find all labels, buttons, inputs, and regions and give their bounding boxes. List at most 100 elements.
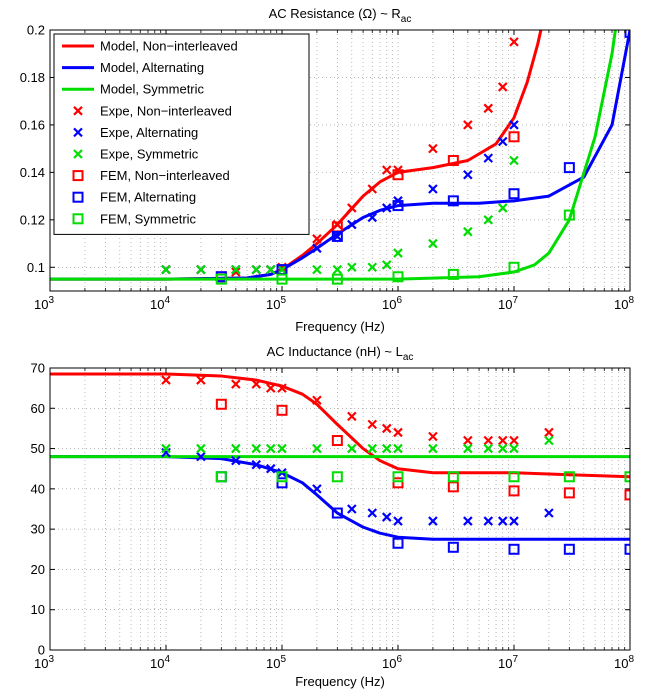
x-marker-green <box>509 443 519 454</box>
square-marker-green <box>331 273 343 285</box>
x-tick-label: 107 <box>498 295 518 312</box>
legend-label: FEM, Symmetric <box>100 211 197 226</box>
square-marker-green <box>276 273 288 285</box>
x-marker-red <box>381 423 392 434</box>
x-marker-blue <box>367 212 378 223</box>
x-marker-red <box>251 379 262 389</box>
legend: Model, Non−interleaved Model, Alternating… <box>53 33 310 235</box>
resistance-chart: 103 104 105 106 107 1080.10.120.140.160.180.2… <box>20 6 635 334</box>
square-marker-red <box>331 435 343 447</box>
square-marker-blue <box>508 188 520 200</box>
x-marker-green <box>231 443 241 454</box>
x-marker-red <box>347 203 357 213</box>
x-marker-red <box>544 427 554 438</box>
square-marker-red <box>276 404 288 416</box>
x-marker-blue <box>347 504 357 514</box>
x-marker-red <box>312 234 322 244</box>
x-marker-red <box>347 411 357 422</box>
legend-swatch-square <box>72 170 84 182</box>
x-tick-label: 108 <box>614 295 634 312</box>
y-tick-label: 0 <box>38 643 45 658</box>
legend-swatch-square <box>72 213 84 225</box>
square-marker-red <box>508 485 520 497</box>
square-marker-blue <box>563 162 575 174</box>
square-marker-red <box>508 131 520 143</box>
x-tick-label: 104 <box>150 654 170 671</box>
x-marker-blue <box>428 184 438 194</box>
x-marker-green <box>497 203 508 213</box>
square-marker-blue <box>624 543 630 555</box>
square-marker-green <box>447 268 459 280</box>
x-tick-label-base: 10 <box>382 656 396 671</box>
x-marker-red <box>428 143 438 154</box>
x-marker-red <box>393 427 403 438</box>
x-marker-blue <box>483 153 494 163</box>
x-marker-green <box>312 264 322 275</box>
x-marker-red <box>463 120 473 130</box>
x-marker-red <box>196 375 206 385</box>
x-tick-label-exp: 7 <box>512 654 518 665</box>
x-tick-label-exp: 4 <box>164 654 170 665</box>
y-tick-label: 0.16 <box>20 117 45 132</box>
x-marker-green <box>393 443 403 454</box>
grid <box>50 368 630 650</box>
square-marker-green <box>276 471 288 483</box>
x-marker-red <box>367 184 378 194</box>
x-tick-label-exp: 6 <box>396 295 402 306</box>
x-marker-blue <box>332 231 343 242</box>
x-marker-green <box>381 260 392 270</box>
chart-title: AC Inductance (nH) ~ Lac <box>267 344 414 363</box>
x-tick-label: 106 <box>382 654 402 671</box>
x-marker-green <box>161 443 171 454</box>
y-tick-label: 20 <box>31 562 45 577</box>
legend-swatch-square <box>72 191 84 203</box>
x-marker-red <box>509 435 519 446</box>
chart-title-sub: ac <box>403 352 414 363</box>
x-marker-blue <box>509 120 519 130</box>
chart-title-sub: ac <box>401 14 412 25</box>
square-marker-blue <box>331 230 343 242</box>
square-marker-red <box>447 155 459 166</box>
x-marker-green <box>463 443 473 454</box>
x-tick-label-base: 10 <box>150 656 164 671</box>
x-axis-label: Frequency (Hz) <box>295 674 385 689</box>
x-tick-label-exp: 5 <box>280 654 286 665</box>
chart-title-main: AC Resistance (Ω) ~ R <box>269 6 401 21</box>
x-marker-green <box>428 238 438 249</box>
chart-title-main: AC Inductance (nH) ~ L <box>267 344 403 359</box>
x-marker-green <box>393 248 403 258</box>
y-tick-label: 30 <box>31 522 45 537</box>
x-marker-green <box>367 443 378 454</box>
x-marker-green <box>347 262 357 273</box>
series-line-red <box>50 372 630 479</box>
square-marker-green <box>392 471 404 483</box>
x-marker-blue <box>312 243 322 254</box>
series-line-blue <box>50 455 630 541</box>
x-marker-green <box>161 264 171 275</box>
square-marker-blue <box>331 507 343 519</box>
x-marker-red <box>509 37 519 47</box>
x-marker-green <box>196 443 206 454</box>
x-tick-label: 105 <box>266 654 286 671</box>
x-tick-label-exp: 8 <box>628 295 634 306</box>
x-marker-blue <box>381 203 392 213</box>
x-tick-label-base: 10 <box>266 656 280 671</box>
x-marker-red <box>231 267 241 277</box>
x-marker-blue <box>367 508 378 518</box>
square-marker-blue <box>447 195 459 207</box>
x-marker-green <box>381 443 392 454</box>
x-marker-red <box>367 419 378 430</box>
y-tick-label: 0.18 <box>20 70 45 85</box>
x-tick-label: 106 <box>382 295 402 312</box>
square-marker-red <box>447 481 459 493</box>
legend-label: FEM, Non−interleaved <box>100 168 230 183</box>
square-marker-green <box>508 471 520 483</box>
y-tick-label: 0.2 <box>27 23 45 38</box>
y-tick-label: 0.14 <box>20 165 45 180</box>
x-marker-green <box>332 264 343 275</box>
x-marker-blue <box>509 516 519 526</box>
square-marker-green <box>624 471 630 483</box>
